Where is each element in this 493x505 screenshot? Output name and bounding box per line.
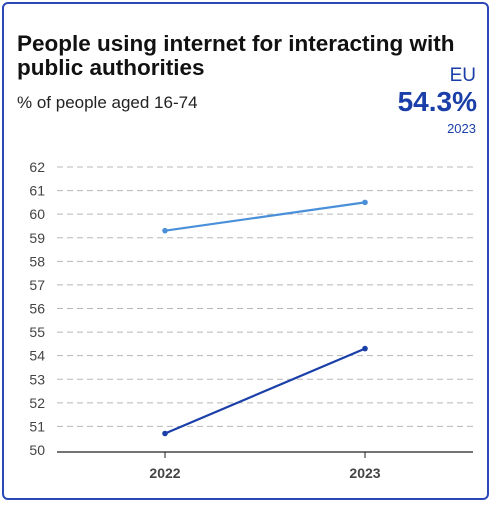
y-tick-label: 52 (29, 395, 45, 411)
y-tick-label: 60 (29, 206, 45, 222)
data-point (162, 430, 168, 437)
y-tick-label: 57 (29, 277, 45, 293)
chart-subtitle: % of people aged 16-74 (17, 93, 198, 112)
y-tick-label: 53 (29, 371, 45, 387)
chart-card (2, 2, 489, 500)
y-tick-label: 59 (29, 230, 45, 246)
y-tick-label: 56 (29, 301, 45, 317)
x-tick-label: 2023 (349, 465, 380, 481)
y-tick-label: 51 (29, 418, 45, 434)
kpi-value: 54.3% (397, 86, 477, 117)
x-tick-label: 2022 (149, 465, 180, 481)
y-tick-label: 61 (29, 183, 45, 199)
data-point (162, 227, 168, 234)
region-label: EU (449, 65, 476, 86)
series-line-2 (164, 347, 366, 435)
data-point (362, 345, 368, 352)
y-tick-label: 54 (29, 348, 45, 364)
y-tick-label: 50 (29, 442, 45, 458)
y-tick-label: 55 (29, 324, 45, 340)
kpi-year: 2023 (447, 121, 476, 136)
chart-title: People using internet for interacting wi… (17, 31, 455, 80)
y-tick-label: 62 (29, 159, 45, 175)
y-tick-label: 58 (29, 253, 45, 269)
data-point (362, 199, 368, 206)
series-line-1 (164, 201, 366, 232)
